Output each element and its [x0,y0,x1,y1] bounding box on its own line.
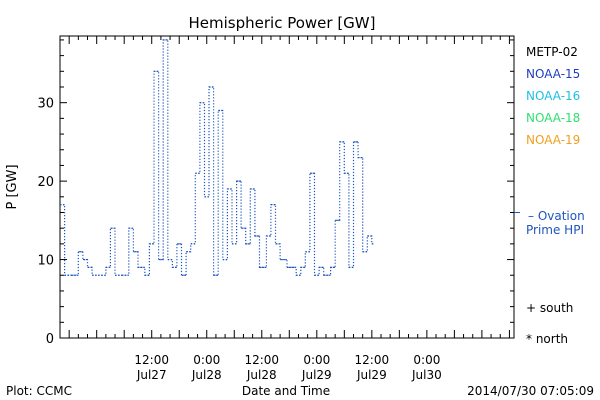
ovation-dash: – [528,209,538,223]
legend-entry: NOAA-18 [526,111,580,125]
y-axis-ticks: 0 10 20 30 [37,39,514,347]
x-tick-date-label: Jul29 [356,368,387,382]
y-tick-label: 20 [37,175,54,190]
x-tick-time-label: 12:00 [134,353,169,367]
timestamp: 2014/07/30 07:05:09 [467,384,594,398]
legend-entry: NOAA-16 [526,89,580,103]
x-tick-time-label: 0:00 [303,353,330,367]
x-tick-date-label: Jul28 [246,368,277,382]
x-axis-ticks: 12:00Jul270:00Jul2812:00Jul280:00Jul2912… [59,36,510,382]
y-tick-label: 0 [46,332,54,347]
north-marker-label: * north [526,332,568,346]
ovation-label-line2: Prime HPI [526,223,584,237]
plot-frame [59,35,515,339]
y-axis-label: P [GW] [5,164,20,209]
legend-entry: NOAA-19 [526,133,580,147]
series-layer [60,39,375,276]
x-tick-time-label: 0:00 [413,353,440,367]
x-tick-date-label: Jul30 [411,368,442,382]
series-line-ovation [60,39,375,276]
legend: METP-02 NOAA-15 NOAA-16 NOAA-18 NOAA-19 [526,45,580,147]
y-tick-label: 10 [37,254,54,269]
plot-credit: Plot: CCMC [6,384,72,398]
x-tick-time-label: 0:00 [193,353,220,367]
x-tick-time-label: 12:00 [244,353,279,367]
ovation-label-line1: – Ovation [528,209,585,223]
x-tick-time-label: 12:00 [355,353,390,367]
ovation-word: Ovation [538,209,585,223]
x-tick-date-label: Jul28 [191,368,222,382]
chart-title: Hemispheric Power [GW] [189,14,376,32]
y-tick-label: 30 [37,97,54,112]
legend-entry: NOAA-15 [526,67,580,81]
legend-entry: METP-02 [526,45,578,59]
x-axis-label: Date and Time [242,384,330,398]
x-tick-date-label: Jul29 [301,368,332,382]
x-tick-date-label: Jul27 [136,368,167,382]
south-marker-label: + south [526,301,573,315]
